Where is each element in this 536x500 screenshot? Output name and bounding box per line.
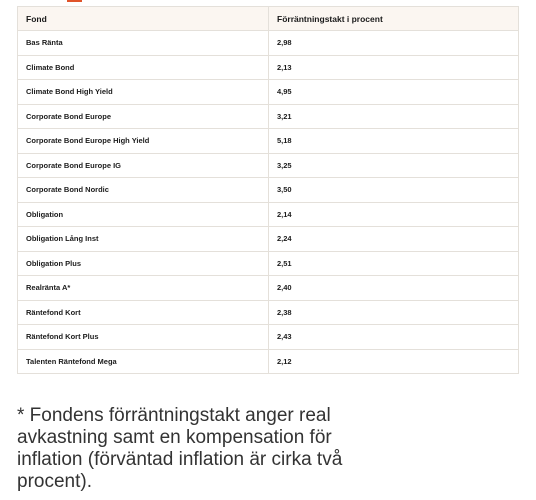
rate-cell: 2,51 (268, 251, 519, 276)
fund-name-cell: Climate Bond (17, 55, 269, 80)
table-row: Corporate Bond Europe High Yield 5,18 (17, 128, 519, 154)
table-row: Talenten Räntefond Mega 2,12 (17, 349, 519, 374)
rate-cell: 2,13 (268, 55, 519, 80)
footnote: * Fondens förräntningstakt anger real av… (17, 405, 343, 492)
table-row: Räntefond Kort 2,38 (17, 300, 519, 325)
table-row: Obligation 2,14 (17, 202, 519, 227)
table-row: Obligation Plus 2,51 (17, 251, 519, 276)
fund-name-cell: Corporate Bond Europe IG (17, 153, 269, 178)
rate-cell: 3,50 (268, 177, 519, 203)
table-row: Realränta A* 2,40 (17, 275, 519, 301)
fund-name-cell: Realränta A* (17, 275, 269, 301)
rate-cell: 2,24 (268, 226, 519, 252)
rate-cell: 2,40 (268, 275, 519, 301)
fund-name-cell: Obligation Lång Inst (17, 226, 269, 252)
table-row: Climate Bond 2,13 (17, 55, 519, 80)
fund-name-cell: Climate Bond High Yield (17, 79, 269, 105)
table-row: Climate Bond High Yield 4,95 (17, 79, 519, 105)
fund-name-cell: Bas Ränta (17, 30, 269, 56)
rate-cell: 2,98 (268, 30, 519, 56)
column-header-rate: Förräntningstakt i procent (268, 6, 519, 31)
top-accent-bar (0, 0, 100, 3)
fund-name-cell: Corporate Bond Europe High Yield (17, 128, 269, 154)
accent-underline (67, 0, 82, 2)
rate-cell: 2,38 (268, 300, 519, 325)
fund-name-cell: Räntefond Kort (17, 300, 269, 325)
table-row: Corporate Bond Europe 3,21 (17, 104, 519, 129)
fund-name-cell: Corporate Bond Europe (17, 104, 269, 129)
fund-name-cell: Corporate Bond Nordic (17, 177, 269, 203)
column-header-fund: Fond (17, 6, 269, 31)
rate-cell: 2,12 (277, 356, 292, 366)
table-row: Obligation Lång Inst 2,24 (17, 226, 519, 252)
table-row: Corporate Bond Europe IG 3,25 (17, 153, 519, 178)
table-header-row: Fond Förräntningstakt i procent (17, 6, 519, 31)
rate-cell: 2,43 (268, 324, 519, 350)
fund-rate-table: Fond Förräntningstakt i procent Bas Ränt… (17, 6, 519, 374)
table-row: Bas Ränta 2,98 (17, 30, 519, 56)
fund-name-cell: Obligation (17, 202, 269, 227)
table-row: Corporate Bond Nordic 3,50 (17, 177, 519, 203)
fund-name-cell: Talenten Räntefond Mega (17, 349, 269, 374)
table-body: Bas Ränta 2,98 Climate Bond 2,13 Climate Bon… (17, 30, 519, 374)
fund-name-cell: Obligation Plus (17, 251, 269, 276)
table-row: Räntefond Kort Plus 2,43 (17, 324, 519, 350)
rate-cell: 4,95 (268, 79, 519, 105)
rate-cell: 5,18 (268, 128, 519, 154)
rate-cell: 2,14 (268, 202, 519, 227)
rate-cell: 3,25 (268, 153, 519, 178)
fund-name-cell: Räntefond Kort Plus (17, 324, 269, 350)
rate-cell: 3,21 (268, 104, 519, 129)
